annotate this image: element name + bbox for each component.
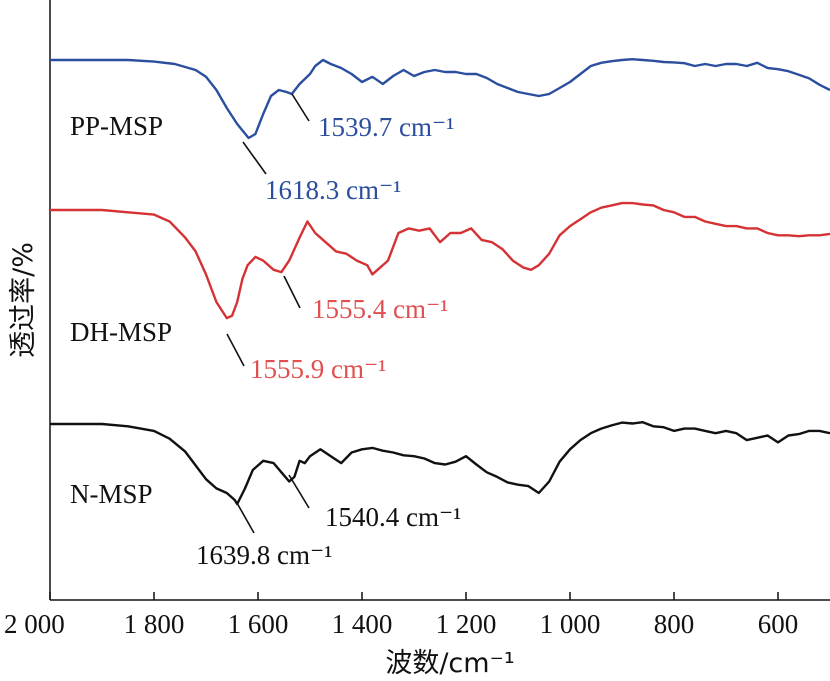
x-tick-label: 800 (654, 609, 695, 639)
annotation-leader-line (242, 141, 267, 175)
series-label-pp-msp: PP-MSP (70, 111, 163, 141)
series-label-dh-msp: DH-MSP (70, 317, 172, 347)
x-axis-ticks (49, 592, 779, 600)
x-tick-label: 600 (758, 609, 799, 639)
x-tick-label: 1 800 (124, 609, 185, 639)
peak-annotation-label: 1639.8 cm⁻¹ (196, 540, 332, 570)
series-line-pp-msp (50, 58, 830, 140)
annotation-leader-line (291, 93, 310, 122)
x-tick-label: 1 600 (228, 609, 289, 639)
peak-annotations: 1539.7 cm⁻¹ 1618.3 cm⁻¹ 1555.4 cm⁻¹ 1555.9 … (196, 93, 461, 570)
annotation-leader-line (236, 502, 255, 534)
x-axis-title: 波数/cm⁻¹ (385, 648, 514, 679)
x-axis-tick-labels: 2 000 1 800 1 600 1 400 1 200 1 000 800 600 (4, 609, 798, 639)
series-line-dh-msp (50, 201, 830, 320)
x-tick-label: 2 000 (4, 609, 65, 639)
peak-annotation-label: 1539.7 cm⁻¹ (318, 112, 454, 142)
x-tick-label: 1 200 (436, 609, 497, 639)
peak-annotation-label: 1555.4 cm⁻¹ (312, 294, 448, 324)
annotation-leader-line (283, 275, 301, 309)
series-label-n-msp: N-MSP (70, 479, 153, 509)
annotation-leader-line (288, 474, 310, 509)
annotation-leader-line (226, 333, 245, 367)
y-axis-title: 透过率/% (8, 242, 39, 358)
x-tick-label: 1 400 (332, 609, 393, 639)
peak-annotation-label: 1555.9 cm⁻¹ (250, 354, 386, 384)
x-tick-label: 1 000 (540, 609, 601, 639)
peak-annotation-label: 1540.4 cm⁻¹ (325, 502, 461, 532)
peak-annotation-label: 1618.3 cm⁻¹ (265, 175, 401, 205)
series-line-n-msp (50, 421, 830, 506)
